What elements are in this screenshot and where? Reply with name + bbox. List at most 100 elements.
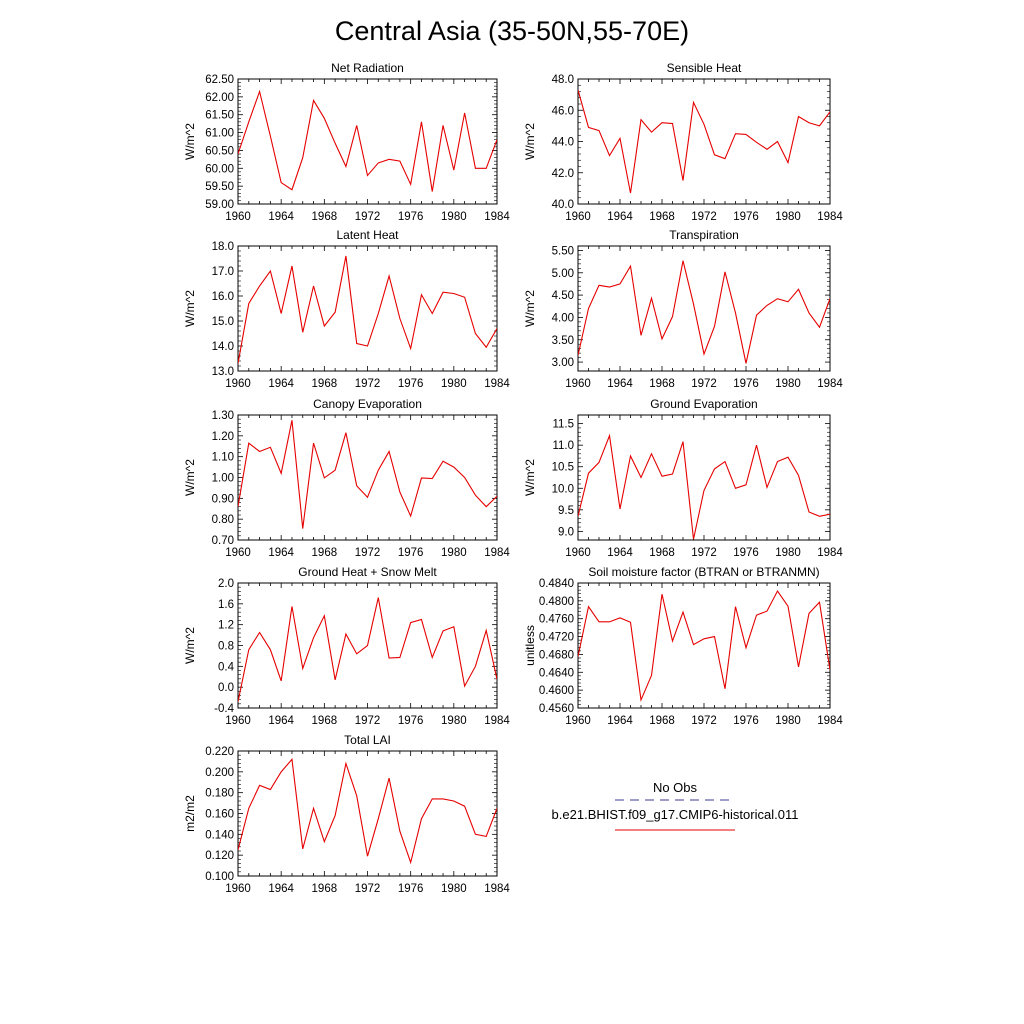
plot-frame: [237, 750, 498, 877]
y-tick-label: 17.0: [212, 266, 234, 278]
y-tick-label: 59.00: [205, 199, 234, 211]
plot-frame: [237, 78, 498, 205]
y-axis-label: W/m^2: [183, 290, 197, 327]
y-tick-label: 1.00: [212, 473, 234, 485]
y-tick-label: 0.200: [205, 767, 234, 779]
y-tick-label: 61.00: [205, 128, 234, 140]
x-tick-label: 1972: [691, 715, 717, 727]
y-tick-label: 0.4600: [539, 685, 574, 697]
y-axis-label: W/m^2: [183, 123, 197, 160]
x-tick-label: 1980: [775, 378, 801, 390]
y-tick-label: 1.10: [212, 452, 234, 464]
x-tick-label: 1972: [355, 211, 381, 223]
x-tick-label: 1980: [441, 211, 467, 223]
y-tick-label: 3.50: [552, 335, 574, 347]
y-tick-label: 0.4840: [539, 578, 574, 590]
x-tick-label: 1984: [484, 211, 510, 223]
y-tick-label: 18.0: [212, 241, 234, 253]
y-tick-label: 0.4640: [539, 667, 574, 679]
chart-panel: 1960 1964 1968 1972 1976 1980 1984 40.0 42.0 44.0…: [523, 61, 843, 223]
y-tick-label: 0.180: [205, 788, 234, 800]
x-tick-label: 1976: [733, 547, 759, 559]
y-tick-label: 16.0: [212, 291, 234, 303]
x-tick-label: 1964: [268, 378, 294, 390]
panel-title: Ground Evaporation: [650, 397, 757, 411]
panel-title: Canopy Evaporation: [313, 397, 422, 411]
y-tick-label: 46.0: [552, 105, 574, 117]
chart-panel: 1960 1964 1968 1972 1976 1980 1984 59.00 59.50 60…: [183, 61, 510, 223]
x-tick-label: 1960: [565, 211, 591, 223]
x-tick-label: 1984: [484, 715, 510, 727]
chart-panel: 1960 1964 1968 1972 1976 1980 1984 9.0 9.5 10.0 10…: [523, 397, 843, 559]
y-tick-label: 0.90: [212, 493, 234, 505]
legend: No Obs b.e21.BHIST.f09_g17.CMIP6-histori…: [552, 780, 799, 831]
series-line: [578, 433, 830, 540]
y-tick-label: 0.4800: [539, 596, 574, 608]
y-tick-label: 15.0: [212, 316, 234, 328]
legend-obs-label: No Obs: [653, 780, 698, 795]
y-tick-label: 61.50: [205, 110, 234, 122]
series-line: [238, 89, 497, 192]
x-tick-label: 1968: [649, 547, 675, 559]
y-tick-label: 1.20: [212, 431, 234, 443]
chart-panel: 1960 1964 1968 1972 1976 1980 1984 0.4560 0.4600…: [523, 565, 843, 727]
y-axis-label: W/m^2: [183, 627, 197, 664]
plot-frame: [577, 582, 831, 709]
x-tick-label: 1968: [312, 883, 338, 895]
series-line: [578, 89, 830, 194]
x-tick-label: 1980: [441, 715, 467, 727]
y-tick-label: 1.30: [212, 410, 234, 422]
x-tick-label: 1968: [649, 715, 675, 727]
legend-model-label: b.e21.BHIST.f09_g17.CMIP6-historical.011: [552, 807, 799, 822]
chart-panel: 1960 1964 1968 1972 1976 1980 1984 3.00 3.50 4.00…: [523, 228, 843, 390]
x-tick-label: 1984: [817, 547, 843, 559]
x-tick-label: 1980: [441, 378, 467, 390]
y-tick-label: 1.6: [218, 599, 234, 611]
panel-title: Net Radiation: [331, 61, 404, 75]
y-tick-label: 11.0: [552, 440, 574, 452]
x-tick-label: 1968: [312, 211, 338, 223]
x-tick-label: 1980: [441, 547, 467, 559]
y-tick-label: 0.100: [205, 871, 234, 883]
y-tick-label: 0.120: [205, 850, 234, 862]
x-tick-label: 1964: [607, 547, 633, 559]
series-line: [238, 255, 497, 364]
x-tick-label: 1976: [398, 211, 424, 223]
chart-panel: 1960 1964 1968 1972 1976 1980 1984 -0.4 0.0 0.4 0.…: [183, 565, 510, 727]
panel-title: Transpiration: [669, 228, 739, 242]
x-tick-label: 1980: [441, 883, 467, 895]
y-tick-label: 9.5: [558, 505, 574, 517]
x-tick-label: 1976: [398, 883, 424, 895]
chart-panel: 1960 1964 1968 1972 1976 1980 1984 0.100 0.120 0.…: [183, 733, 510, 895]
x-tick-label: 1960: [565, 715, 591, 727]
x-tick-label: 1968: [312, 547, 338, 559]
y-tick-label: 0.160: [205, 809, 234, 821]
x-tick-label: 1960: [225, 547, 251, 559]
x-tick-label: 1976: [733, 211, 759, 223]
x-tick-label: 1964: [607, 378, 633, 390]
x-tick-label: 1968: [649, 211, 675, 223]
x-tick-label: 1972: [355, 378, 381, 390]
x-tick-label: 1964: [607, 211, 633, 223]
x-tick-label: 1984: [817, 378, 843, 390]
x-tick-label: 1980: [775, 547, 801, 559]
y-tick-label: 4.00: [552, 312, 574, 324]
y-tick-label: 1.2: [218, 620, 234, 632]
plot-frame: [237, 414, 498, 541]
plot-frame: [577, 78, 831, 205]
y-axis-label: W/m^2: [523, 123, 537, 160]
x-tick-label: 1972: [355, 883, 381, 895]
chart-panel: 1960 1964 1968 1972 1976 1980 1984 13.0 14.0 15.0…: [183, 228, 510, 390]
y-axis-label: W/m^2: [523, 290, 537, 327]
y-tick-label: 0.4560: [539, 703, 574, 715]
x-tick-label: 1984: [484, 547, 510, 559]
series-line: [238, 758, 497, 865]
x-tick-label: 1964: [268, 211, 294, 223]
panel-title: Soil moisture factor (BTRAN or BTRANMN): [588, 565, 819, 579]
y-tick-label: 44.0: [552, 137, 574, 149]
x-tick-label: 1976: [733, 715, 759, 727]
panel-title: Sensible Heat: [667, 61, 742, 75]
x-tick-label: 1964: [268, 715, 294, 727]
x-tick-label: 1976: [398, 547, 424, 559]
panel-title: Latent Heat: [336, 228, 399, 242]
